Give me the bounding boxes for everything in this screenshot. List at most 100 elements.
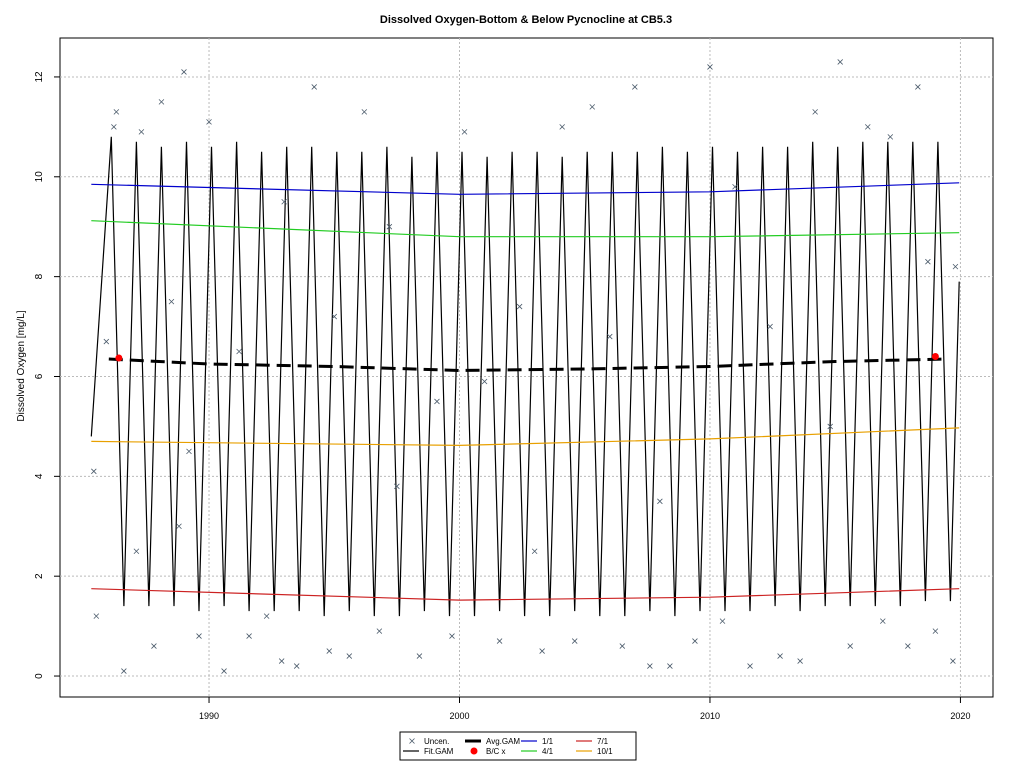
data-point: [777, 653, 783, 659]
data-point: [539, 648, 545, 654]
data-point: [434, 398, 440, 405]
data-point: [880, 618, 886, 624]
data-point: [263, 613, 270, 619]
data-point: [246, 633, 252, 639]
data-point: [571, 638, 578, 644]
data-point: [812, 109, 818, 115]
data-point: [236, 348, 242, 355]
data-point: [121, 668, 127, 674]
data-point: [692, 638, 698, 644]
y-tick-label: 2: [34, 573, 45, 579]
data-line: [91, 588, 960, 601]
data-point: [416, 653, 423, 659]
data-point: [797, 658, 803, 664]
data-point: [138, 129, 145, 135]
data-point: [449, 633, 455, 639]
chart-title: Dissolved Oxygen-Bottom & Below Pycnocli…: [380, 14, 672, 26]
data-point: [647, 663, 653, 669]
data-point: [278, 658, 285, 664]
data-point: [619, 643, 626, 649]
data-point: [531, 548, 538, 555]
data-point: [767, 323, 773, 330]
legend-label: Avg.GAM: [486, 737, 520, 746]
x-tick-label: 2010: [700, 711, 720, 721]
data-point: [915, 84, 921, 90]
y-axis-label: Dissolved Oxygen [mg/L]: [16, 310, 27, 421]
data-point: [559, 124, 565, 130]
data-point: [864, 124, 871, 130]
data-point: [151, 643, 157, 649]
legend-label: Fit.GAM: [424, 747, 454, 756]
x-tick-label: 1990: [199, 711, 219, 721]
data-point: [103, 338, 110, 345]
data-point: [707, 64, 713, 70]
legend-label: 1/1: [542, 737, 554, 746]
data-point: [932, 628, 939, 634]
data-point: [111, 124, 117, 130]
legend-label: B/C x: [486, 747, 506, 756]
plot-frame: [59, 37, 994, 698]
data-point: [186, 448, 192, 455]
data-point: [732, 183, 738, 190]
data-point: [133, 548, 140, 555]
data-point: [361, 109, 368, 115]
data-point: [394, 483, 400, 490]
data-point: [950, 658, 956, 664]
legend-symbol: [409, 738, 415, 744]
data-point: [115, 354, 123, 362]
data-point: [91, 468, 97, 475]
data-line: [91, 427, 960, 447]
data-point: [952, 263, 959, 270]
data-point: [386, 223, 393, 230]
y-tick-label: 4: [34, 473, 45, 479]
data-point: [158, 99, 165, 105]
data-point: [461, 129, 468, 135]
data-point: [516, 303, 523, 310]
x-tick-label: 2020: [950, 711, 970, 721]
y-tick-label: 12: [34, 71, 45, 83]
data-point: [925, 258, 931, 265]
y-tick-label: 0: [34, 673, 45, 679]
data-line: [91, 220, 960, 238]
data-line: [108, 357, 948, 373]
data-point: [667, 663, 673, 669]
data-point: [847, 643, 854, 649]
data-point: [747, 663, 753, 669]
data-line: [90, 136, 960, 617]
data-point: [281, 198, 287, 205]
data-point: [606, 333, 613, 340]
data-point: [181, 69, 187, 75]
data-point: [346, 653, 353, 659]
data-point: [376, 628, 383, 634]
data-point: [719, 618, 726, 624]
legend-box: [399, 731, 637, 761]
data-point: [589, 104, 596, 110]
data-point: [657, 498, 663, 505]
data-point: [837, 59, 843, 65]
data-point: [331, 313, 338, 320]
data-point: [326, 648, 333, 654]
data-line: [91, 182, 960, 195]
data-point: [496, 638, 503, 644]
data-point: [206, 119, 212, 125]
data-point: [196, 633, 202, 639]
data-point: [176, 523, 182, 530]
x-tick-label: 2000: [449, 711, 469, 721]
data-point: [293, 663, 300, 669]
legend-label: 7/1: [597, 737, 609, 746]
y-tick-label: 6: [34, 373, 45, 379]
data-point: [168, 298, 175, 305]
data-point: [93, 613, 100, 619]
data-point: [887, 134, 894, 140]
data-point: [481, 378, 488, 385]
y-tick-label: 8: [34, 273, 45, 279]
data-point: [931, 353, 939, 361]
data-point: [113, 109, 120, 115]
data-point: [905, 643, 911, 649]
legend-label: Uncen.: [424, 737, 449, 746]
y-tick-label: 10: [34, 171, 45, 183]
legend-label: 10/1: [597, 747, 613, 756]
data-point: [827, 423, 833, 430]
data-point: [221, 668, 227, 674]
data-point: [632, 84, 638, 90]
